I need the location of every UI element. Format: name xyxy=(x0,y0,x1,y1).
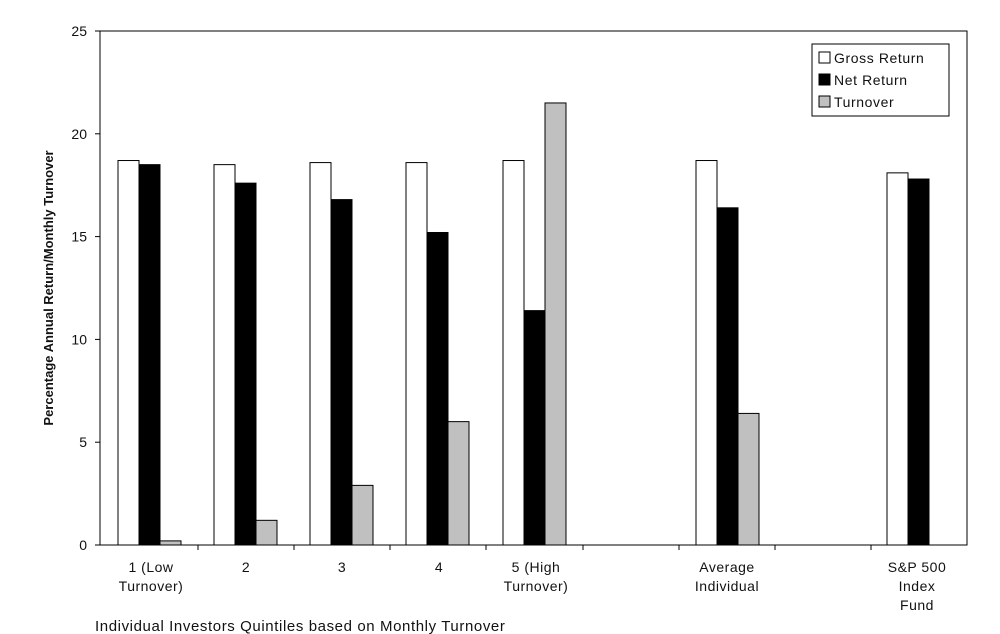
legend-label: Gross Return xyxy=(834,50,924,66)
bar xyxy=(351,484,374,546)
legend-box xyxy=(811,43,950,117)
y-tick-label: 5 xyxy=(79,434,87,450)
legend: Gross Return Net Return Turnover xyxy=(811,43,950,117)
x-tick-label: 1 (Low xyxy=(128,559,173,575)
y-tick-label: 10 xyxy=(71,331,87,347)
bar xyxy=(502,160,525,546)
x-tick-label: Turnover) xyxy=(504,578,569,594)
x-axis: 1 (Low Turnover) 2 3 4 5 (High Turnover) Averag… xyxy=(119,545,947,613)
bar xyxy=(426,231,449,546)
y-tick-label: 0 xyxy=(79,537,87,553)
bar xyxy=(117,160,140,546)
bar xyxy=(255,519,278,546)
legend-label: Net Return xyxy=(834,72,908,88)
bar xyxy=(907,178,930,546)
legend-label: Turnover xyxy=(834,94,894,110)
y-tick-label: 20 xyxy=(71,126,87,142)
bars-group xyxy=(117,102,930,546)
x-tick-label: Fund xyxy=(900,597,934,613)
x-tick-label: 5 (High xyxy=(512,559,561,575)
x-axis-title: Individual Investors Quintiles based on … xyxy=(95,618,505,634)
bar xyxy=(405,162,428,546)
bar xyxy=(544,102,567,546)
bar xyxy=(159,540,182,546)
bar xyxy=(330,199,353,546)
y-axis-title: Percentage Annual Return/Monthly Turnove… xyxy=(41,150,56,425)
bar xyxy=(523,310,546,546)
y-tick-label: 15 xyxy=(71,229,87,245)
bar xyxy=(695,160,718,546)
x-tick-label: 4 xyxy=(435,559,443,575)
y-tick-label: 25 xyxy=(71,23,87,39)
bar xyxy=(213,164,236,546)
x-tick-label: Average xyxy=(699,559,754,575)
legend-swatch xyxy=(818,51,831,64)
x-tick-label: Individual xyxy=(695,578,759,594)
x-tick-label: Index xyxy=(899,578,936,594)
x-tick-label: S&P 500 xyxy=(888,559,947,575)
bar xyxy=(886,172,909,546)
x-tick-label: 3 xyxy=(338,559,346,575)
bar xyxy=(716,207,739,546)
legend-swatch xyxy=(818,95,831,108)
x-tick-label: 2 xyxy=(242,559,250,575)
bar xyxy=(737,412,760,546)
bar xyxy=(138,164,161,546)
bar xyxy=(234,182,257,546)
y-axis: 0 5 10 15 20 25 xyxy=(71,23,100,553)
x-tick-label: Turnover) xyxy=(119,578,184,594)
bar xyxy=(447,421,470,546)
legend-swatch xyxy=(818,73,831,86)
bar xyxy=(309,162,332,546)
